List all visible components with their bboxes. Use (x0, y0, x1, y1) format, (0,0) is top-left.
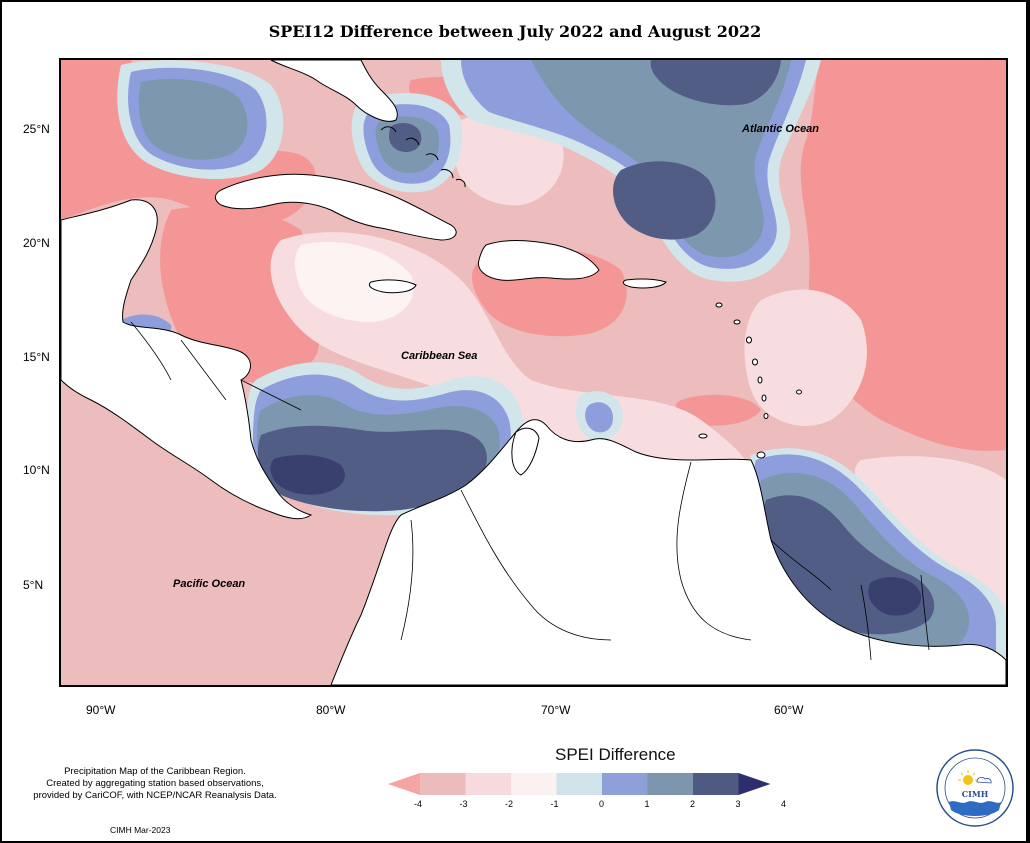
credit: CIMH Mar-2023 (110, 825, 171, 835)
legend-tick-label: 0 (599, 799, 605, 809)
legend-tick-label: -3 (459, 799, 468, 809)
country-borders (130, 321, 930, 661)
lat-label-20n: 20°N (23, 236, 50, 250)
wettest-core-center (613, 161, 716, 240)
land-paraguana (511, 427, 540, 476)
caption-line-1: Precipitation Map of the Caribbean Regio… (64, 766, 246, 777)
lat-label-10n: 10°N (23, 463, 50, 477)
map-title: SPEI12 Difference between July 2022 and … (268, 22, 762, 41)
land-hispaniola (477, 239, 600, 281)
caption-line-3: provided by CariCOF, with NCEP/NCAR Rean… (33, 790, 277, 801)
core-region-bahamas (389, 123, 422, 152)
legend-arrow-left (388, 773, 420, 795)
caption: Precipitation Map of the Caribbean Regio… (10, 766, 300, 802)
wettest-core-north (650, 60, 781, 106)
legend-swatch (647, 773, 694, 795)
legend-swatch (465, 773, 512, 795)
darkest-core-guiana (868, 577, 922, 616)
caribbean-sea-label: Caribbean Sea (401, 350, 478, 362)
legend-swatch (511, 773, 557, 795)
spei-map (61, 60, 1006, 685)
atlantic-ocean-label: Atlantic Ocean (742, 123, 820, 135)
cloud-icon (976, 776, 992, 784)
lon-label-80w: 80°W (316, 703, 346, 717)
legend-tick-label: 1 (644, 799, 650, 809)
legend-title: SPEI Difference (555, 745, 676, 764)
lesser-antilles (698, 302, 802, 459)
wetter-region-curacao (585, 402, 613, 433)
land-cuba (214, 173, 457, 241)
wettest-region-gulf (138, 78, 248, 160)
legend-tick-label: -2 (505, 799, 514, 809)
sun-icon (963, 775, 973, 785)
lat-label-5n: 5°N (23, 578, 44, 592)
lon-label-60w: 60°W (774, 703, 804, 717)
legend-colorbar (388, 773, 771, 795)
land-puerto-rico (622, 278, 667, 289)
map-panel[interactable] (59, 58, 1008, 687)
caption-line-2: Created by aggregating station based obs… (46, 778, 264, 789)
waves-icon (949, 801, 1001, 816)
lat-label-15n: 15°N (23, 350, 50, 364)
cimh-logo: CIMH (936, 749, 1014, 827)
legend-tick-label: 2 (690, 799, 696, 809)
legend-swatch (602, 773, 648, 795)
land-south-america (330, 419, 1006, 685)
bahamas-islands (380, 126, 466, 188)
legend-arrow-right (738, 773, 771, 795)
legend-swatch (556, 773, 603, 795)
lon-label-90w: 90°W (86, 703, 116, 717)
legend-tick-label: 3 (735, 799, 741, 809)
legend-swatch (420, 773, 466, 795)
land-florida (270, 60, 398, 122)
wettest-region-north-atlantic (531, 60, 791, 258)
legend-tick-label: 4 (781, 799, 787, 809)
logo-text: CIMH (962, 789, 989, 799)
darkest-core-south-caribbean (270, 454, 345, 495)
legend-tick-label: -1 (550, 799, 559, 809)
land-central-america (61, 199, 313, 520)
land-jamaica (368, 279, 417, 294)
pacific-ocean-label: Pacific Ocean (173, 578, 246, 590)
legend-swatch (693, 773, 739, 795)
lat-label-25n: 25°N (23, 122, 50, 136)
legend-tick-label: -4 (414, 799, 423, 809)
light-dry-region-east (744, 289, 867, 426)
lon-label-70w: 70°W (541, 703, 571, 717)
neutral-region-center (295, 241, 414, 322)
